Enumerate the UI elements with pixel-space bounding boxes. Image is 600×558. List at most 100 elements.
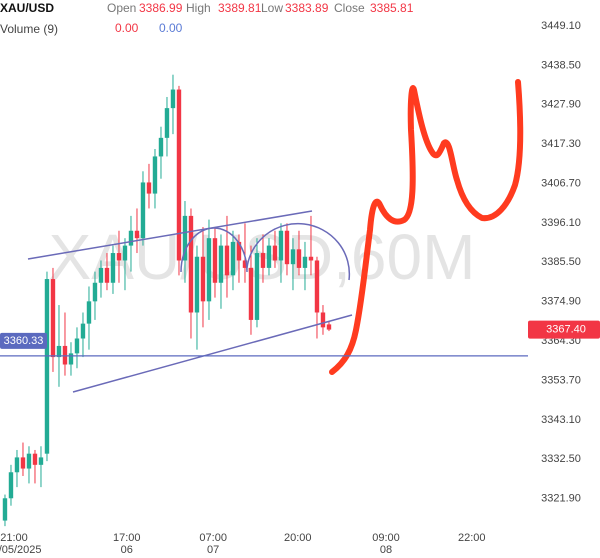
volume-value: 0.00 [115, 21, 139, 35]
candle-body [260, 253, 266, 268]
candle-body [152, 156, 158, 194]
candle-body [176, 89, 182, 261]
candle-body [20, 457, 26, 469]
x-tick-label: 17:00 [113, 532, 141, 544]
candle-body [158, 137, 164, 157]
candle-body [200, 256, 206, 302]
candle-body [146, 182, 152, 194]
candle-body [134, 230, 140, 239]
candle-body [218, 245, 224, 283]
candle-body [44, 279, 50, 454]
candle-body [296, 249, 302, 268]
candle-body [74, 338, 80, 354]
y-tick-label: 3438.50 [541, 59, 581, 71]
drawings [27, 210, 353, 393]
candle-body [248, 267, 254, 320]
x-date-label: 07 [207, 544, 219, 556]
candle-body [80, 323, 86, 339]
level-label-box [0, 332, 47, 349]
plot [2, 74, 332, 527]
volume-label: Volume (9) [0, 22, 58, 36]
x-tick-label: 21:00 [0, 532, 28, 544]
candle-body [278, 230, 284, 261]
candle-body [26, 453, 32, 469]
y-tick-label: 3417.30 [541, 138, 581, 150]
y-tick-label: 3374.90 [541, 296, 581, 308]
y-tick-label: 3396.10 [541, 217, 581, 229]
candle-body [68, 353, 74, 365]
candle-body [236, 241, 242, 261]
x-tick-label: 09:00 [372, 532, 400, 544]
candle-body [188, 215, 194, 313]
freehand-drawing [329, 79, 524, 375]
candle-body [2, 498, 8, 521]
candle-body [98, 267, 104, 283]
legend-value: 3386.99 [139, 1, 183, 15]
candle-body [242, 260, 248, 268]
x-date-label: 05/05/2025 [0, 544, 42, 556]
candle-body [164, 108, 170, 138]
candle-body [254, 253, 260, 320]
y-tick-label: 3449.10 [541, 20, 581, 32]
candle-body [182, 215, 188, 261]
candle-body [170, 89, 176, 109]
candle-body [104, 267, 110, 283]
y-tick-label: 3343.10 [541, 414, 581, 426]
candle-body [32, 453, 38, 465]
y-tick-label: 3406.70 [541, 177, 581, 189]
x-tick-label: 22:00 [458, 532, 486, 544]
y-tick-label: 3321.90 [541, 493, 581, 505]
candle-body [266, 245, 272, 268]
arc [180, 227, 248, 273]
candle-body [56, 345, 62, 358]
legend-value: 3383.89 [285, 1, 329, 15]
candle-body [116, 253, 122, 261]
candle-body [302, 256, 308, 268]
candle-body [194, 256, 200, 313]
candle-body [284, 230, 290, 265]
candle-body [86, 301, 92, 324]
candle-body [8, 472, 14, 499]
last-price-box [528, 320, 600, 339]
candle-body [272, 245, 278, 261]
candle-body [14, 457, 20, 473]
legend-label: Low [261, 1, 283, 15]
candle-body [326, 324, 332, 330]
candle-body [308, 256, 314, 261]
arc [246, 222, 351, 281]
x-tick-label: 07:00 [199, 532, 227, 544]
candle-body [206, 238, 212, 302]
candle-body [290, 249, 296, 265]
candle-body [110, 253, 116, 283]
candle-body [140, 182, 146, 239]
level-label: 3360.33 [4, 335, 44, 347]
trend-line [27, 210, 313, 260]
x-date-label: 08 [380, 544, 392, 556]
x-date-label: 06 [121, 544, 133, 556]
y-tick-label: 3353.70 [541, 374, 581, 386]
candle-body [128, 230, 134, 246]
candle-body [92, 282, 98, 302]
legend-label: High [186, 1, 211, 15]
y-tick-label: 3427.90 [541, 99, 581, 111]
candle-body [38, 457, 44, 465]
symbol-title: XAU/USD [0, 1, 54, 15]
last-price-label: 3367.40 [546, 323, 586, 335]
candle-body [50, 279, 56, 358]
candle-body [122, 245, 128, 261]
y-tick-label: 3332.50 [541, 453, 581, 465]
candle-body [230, 241, 236, 276]
y-tick-label: 3385.50 [541, 256, 581, 268]
legend-value: 3389.81 [218, 1, 262, 15]
x-tick-label: 20:00 [284, 532, 312, 544]
candle-body [212, 238, 218, 283]
trend-line [72, 314, 353, 393]
legend-label: Close [334, 1, 365, 15]
candle-body [224, 245, 230, 276]
legend-label: Open [107, 1, 136, 15]
candle-body [320, 312, 326, 328]
candle-body [314, 260, 320, 313]
legend-value: 3385.81 [370, 1, 414, 15]
volume-value: 0.00 [159, 21, 183, 35]
